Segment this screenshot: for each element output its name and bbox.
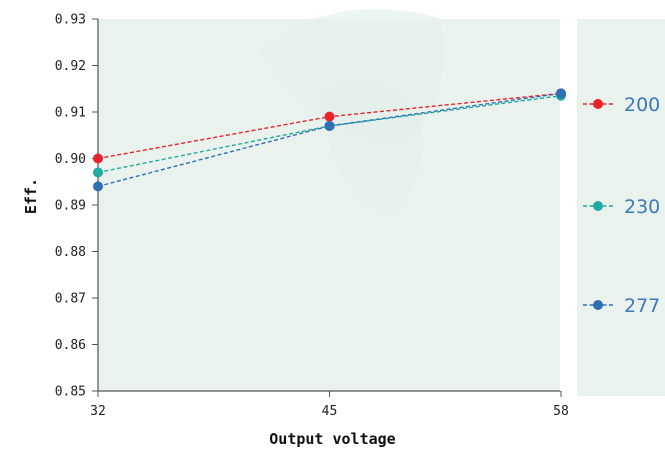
- legend-marker: [593, 300, 603, 310]
- y-tick-label: 0.85: [55, 385, 86, 400]
- series-277: [93, 88, 566, 192]
- legend-marker: [593, 201, 603, 211]
- x-tick-label: 32: [90, 404, 106, 419]
- series-line: [97, 92, 562, 188]
- y-tick-label: 0.86: [55, 338, 86, 353]
- x-tick-label: 45: [322, 404, 338, 419]
- y-tick-label: 0.88: [55, 245, 86, 260]
- x-axis-title: Output voltage: [269, 430, 395, 448]
- data-point: [556, 88, 566, 99]
- legend-label: 277: [624, 295, 660, 317]
- legend-marker: [593, 99, 603, 109]
- data-point: [324, 120, 335, 131]
- plot-area: [98, 19, 561, 391]
- data-point: [93, 181, 103, 192]
- y-axis-title: Eff.: [22, 178, 40, 214]
- y-tick-label: 0.91: [55, 106, 86, 121]
- data-point: [324, 111, 335, 122]
- legend-item-277: 277: [583, 295, 660, 317]
- series-layer: [93, 88, 566, 192]
- legend-label: 200: [624, 94, 660, 116]
- y-tick-label: 0.87: [55, 292, 86, 307]
- data-point: [93, 153, 103, 164]
- y-tick-label: 0.89: [55, 199, 86, 214]
- x-tick-label: 58: [553, 404, 569, 419]
- legend-box: [577, 19, 665, 396]
- y-axis-ticks: 0.85 0.86 0.87 0.88 0.89 0.90 0.91 0.92 0.93: [55, 13, 98, 400]
- legend: 200 230 277: [583, 94, 660, 317]
- y-tick-label: 0.92: [55, 59, 86, 74]
- x-axis-ticks: 32 45 58: [90, 391, 569, 419]
- y-tick-label: 0.90: [55, 152, 86, 167]
- legend-item-200: 200: [583, 94, 660, 116]
- y-tick-label: 0.93: [55, 13, 86, 28]
- legend-label: 230: [624, 196, 660, 218]
- legend-item-230: 230: [583, 196, 660, 218]
- data-point: [93, 167, 103, 178]
